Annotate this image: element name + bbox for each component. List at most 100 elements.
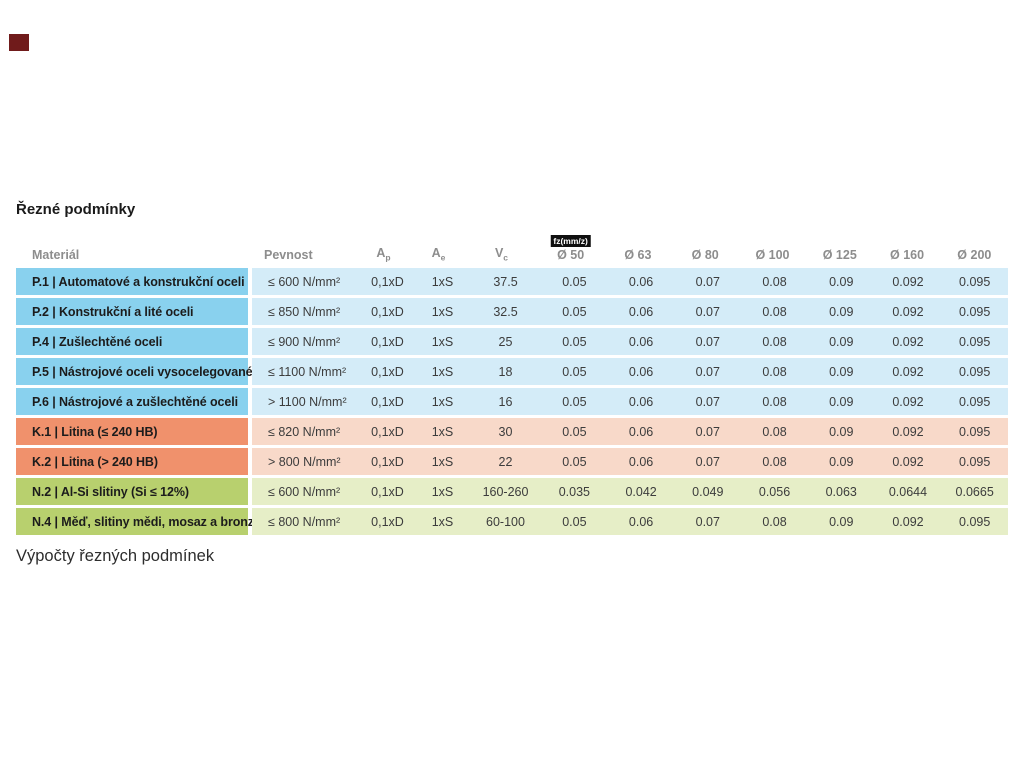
fz-cell-ø200: 0.095 bbox=[959, 334, 991, 349]
column-header-d100: Ø 100 bbox=[755, 248, 790, 262]
fz-cell-ø125: 0.09 bbox=[829, 304, 854, 319]
row-values: ≤ 800 N/mm² 0,1xD 1xS 60-100 0.05 0.06 0.07 0.0… bbox=[252, 508, 1008, 535]
table-row: P.5 | Nástrojové oceli vysocelegované ≤ 1… bbox=[16, 358, 1008, 385]
fz-cell-ø160: 0.0644 bbox=[888, 484, 928, 499]
fz-cell-ø100: 0.08 bbox=[762, 514, 787, 529]
vc-label: V bbox=[494, 245, 504, 260]
column-header-ae: Ae bbox=[411, 246, 466, 263]
fz-cell-ø50: 0.05 bbox=[562, 334, 587, 349]
fz-cell-ø100: 0.08 bbox=[762, 394, 787, 409]
column-header-d200: Ø 200 bbox=[957, 248, 992, 262]
fz-cell-ø50: 0.05 bbox=[562, 454, 587, 469]
vc-cell: 160-260 bbox=[482, 484, 529, 499]
column-header-ap: Ap bbox=[356, 246, 411, 263]
material-cell: P.4 | Zušlechtěné oceli bbox=[16, 328, 248, 355]
column-header-d160: Ø 160 bbox=[890, 248, 925, 262]
ap-cell: 0,1xD bbox=[371, 484, 404, 499]
fz-cell-ø200: 0.095 bbox=[959, 304, 991, 319]
fz-cell-ø80: 0.07 bbox=[695, 454, 720, 469]
fz-cell-ø63: 0.06 bbox=[628, 514, 654, 529]
material-cell: P.1 | Automatové a konstrukční oceli bbox=[16, 268, 248, 295]
row-values: > 800 N/mm² 0,1xD 1xS 22 0.05 0.06 0.07 0.08 0.0… bbox=[252, 448, 1008, 475]
row-values: ≤ 850 N/mm² 0,1xD 1xS 32.5 0.05 0.06 0.07 0.08 0… bbox=[252, 298, 1008, 325]
fz-cell-ø160: 0.092 bbox=[892, 454, 924, 469]
fz-cell-ø200: 0.0665 bbox=[955, 484, 994, 499]
row-values: > 1100 N/mm² 0,1xD 1xS 16 0.05 0.06 0.07 0.08 0.… bbox=[252, 388, 1008, 415]
fz-cell-ø100: 0.08 bbox=[762, 274, 787, 289]
table-row: P.1 | Automatové a konstrukční oceli ≤ 60… bbox=[16, 268, 1008, 295]
cutting-conditions-table: Materiál Pevnost Ap Ae Vc fz(mm/z) Ø 50 … bbox=[16, 228, 1008, 538]
table-body: P.1 | Automatové a konstrukční oceli ≤ 60… bbox=[16, 268, 1008, 535]
column-header-d63: Ø 63 bbox=[624, 248, 652, 262]
ae-cell: 1xS bbox=[431, 514, 454, 529]
table-row: K.1 | Litina (≤ 240 HB) ≤ 820 N/mm² 0,1xD 1… bbox=[16, 418, 1008, 445]
fz-cell-ø100: 0.056 bbox=[758, 484, 791, 499]
ae-cell: 1xS bbox=[431, 364, 454, 379]
fz-cell-ø63: 0.06 bbox=[628, 304, 654, 319]
fz-cell-ø160: 0.092 bbox=[892, 334, 924, 349]
ap-cell: 0,1xD bbox=[371, 394, 404, 409]
fz-cell-ø160: 0.092 bbox=[892, 364, 924, 379]
pevnost-cell: ≤ 820 N/mm² bbox=[268, 424, 341, 439]
fz-cell-ø160: 0.092 bbox=[892, 274, 924, 289]
fz-cell-ø63: 0.06 bbox=[628, 424, 654, 439]
fz-cell-ø200: 0.095 bbox=[959, 364, 991, 379]
fz-cell-ø100: 0.08 bbox=[762, 454, 787, 469]
table-header-values: Pevnost Ap Ae Vc fz(mm/z) Ø 50 Ø 63 Ø 80… bbox=[248, 234, 1008, 263]
fz-cell-ø80: 0.049 bbox=[692, 484, 724, 499]
ap-cell: 0,1xD bbox=[371, 424, 404, 439]
pevnost-cell: ≤ 800 N/mm² bbox=[268, 514, 341, 529]
table-row: P.4 | Zušlechtěné oceli ≤ 900 N/mm² 0,1xD 1… bbox=[16, 328, 1008, 355]
fz-cell-ø200: 0.095 bbox=[959, 274, 991, 289]
ae-cell: 1xS bbox=[431, 454, 454, 469]
ae-cell: 1xS bbox=[431, 394, 454, 409]
fz-cell-ø63: 0.06 bbox=[628, 394, 654, 409]
column-header-d50: fz(mm/z) Ø 50 bbox=[537, 234, 604, 262]
fz-cell-ø50: 0.05 bbox=[562, 424, 587, 439]
fz-cell-ø63: 0.06 bbox=[628, 454, 654, 469]
row-values: ≤ 1100 N/mm² 0,1xD 1xS 18 0.05 0.06 0.07 0.08 0.… bbox=[252, 358, 1008, 385]
vc-cell: 25 bbox=[498, 334, 513, 349]
red-logo-block bbox=[9, 34, 29, 51]
section-title-calculations: Výpočty řezných podmínek bbox=[16, 547, 215, 565]
fz-cell-ø50: 0.05 bbox=[562, 274, 587, 289]
fz-cell-ø160: 0.092 bbox=[892, 514, 924, 529]
fz-cell-ø200: 0.095 bbox=[959, 514, 991, 529]
fz-cell-ø100: 0.08 bbox=[762, 424, 787, 439]
page-title: Řezné podmínky bbox=[16, 201, 136, 218]
fz-cell-ø200: 0.095 bbox=[959, 394, 991, 409]
ae-subscript: e bbox=[440, 252, 446, 262]
table-row: N.4 | Měď, slitiny mědi, mosaz a bronz ≤ … bbox=[16, 508, 1008, 535]
row-values: ≤ 600 N/mm² 0,1xD 1xS 37.5 0.05 0.06 0.07 0.08 0… bbox=[252, 268, 1008, 295]
fz-cell-ø50: 0.05 bbox=[562, 304, 587, 319]
table-header-row: Materiál Pevnost Ap Ae Vc fz(mm/z) Ø 50 … bbox=[16, 228, 1008, 268]
ap-cell: 0,1xD bbox=[371, 334, 404, 349]
vc-cell: 60-100 bbox=[486, 514, 525, 529]
ap-cell: 0,1xD bbox=[371, 364, 404, 379]
ap-cell: 0,1xD bbox=[371, 454, 404, 469]
pevnost-cell: ≤ 600 N/mm² bbox=[268, 274, 341, 289]
row-values: ≤ 820 N/mm² 0,1xD 1xS 30 0.05 0.06 0.07 0.08 0.0… bbox=[252, 418, 1008, 445]
pevnost-cell: > 800 N/mm² bbox=[268, 454, 341, 469]
column-header-d125: Ø 125 bbox=[822, 248, 857, 262]
pevnost-cell: ≤ 850 N/mm² bbox=[268, 304, 341, 319]
fz-cell-ø125: 0.09 bbox=[829, 334, 854, 349]
fz-cell-ø80: 0.07 bbox=[695, 274, 720, 289]
material-cell: K.2 | Litina (> 240 HB) bbox=[16, 448, 248, 475]
ap-cell: 0,1xD bbox=[371, 304, 404, 319]
pevnost-cell: ≤ 900 N/mm² bbox=[268, 334, 341, 349]
row-values: ≤ 900 N/mm² 0,1xD 1xS 25 0.05 0.06 0.07 0.08 0.0… bbox=[252, 328, 1008, 355]
fz-cell-ø100: 0.08 bbox=[762, 304, 787, 319]
material-cell: N.4 | Měď, slitiny mědi, mosaz a bronz bbox=[16, 508, 254, 535]
fz-cell-ø50: 0.05 bbox=[562, 394, 587, 409]
fz-cell-ø125: 0.09 bbox=[829, 514, 854, 529]
pevnost-cell: ≤ 1100 N/mm² bbox=[268, 364, 347, 379]
fz-cell-ø63: 0.06 bbox=[628, 334, 654, 349]
column-header-pevnost: Pevnost bbox=[264, 248, 313, 262]
ae-cell: 1xS bbox=[431, 424, 454, 439]
fz-cell-ø125: 0.09 bbox=[829, 454, 854, 469]
table-row: P.2 | Konstrukční a lité oceli ≤ 850 N/mm… bbox=[16, 298, 1008, 325]
column-header-material: Materiál bbox=[32, 248, 80, 262]
ae-cell: 1xS bbox=[431, 304, 454, 319]
